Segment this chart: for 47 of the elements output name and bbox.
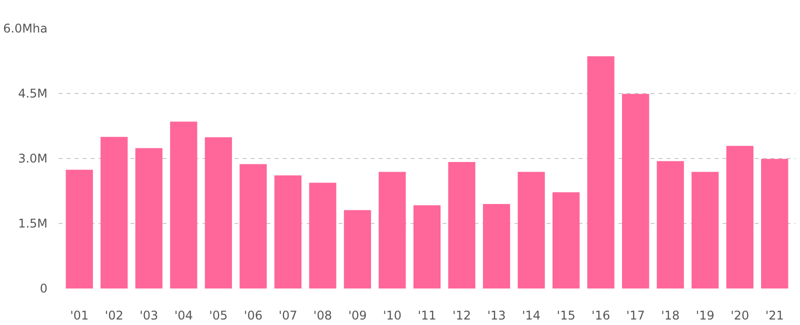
bar — [309, 182, 336, 288]
x-tick-label: '11 — [418, 308, 436, 322]
x-tick-label: '19 — [696, 308, 714, 322]
bar — [274, 175, 302, 288]
bar — [204, 137, 232, 288]
x-tick-label: '05 — [209, 308, 228, 322]
x-tick-label: '01 — [70, 308, 89, 322]
x-tick-label: '18 — [661, 308, 680, 322]
bar — [170, 122, 198, 288]
x-tick-label: '13 — [487, 308, 506, 322]
x-tick-label: '14 — [522, 308, 541, 322]
bar — [135, 148, 162, 288]
x-tick-label: '09 — [348, 308, 367, 322]
y-tick-label: 4.5M — [18, 86, 48, 100]
bar — [726, 146, 754, 288]
x-tick-label: '12 — [452, 308, 472, 322]
bar — [552, 192, 580, 288]
x-tick-label: '04 — [174, 308, 193, 322]
x-tick-label: '17 — [626, 308, 645, 322]
x-tick-label: '20 — [730, 308, 750, 322]
bar — [378, 172, 406, 288]
y-tick-label: 1.5M — [18, 216, 48, 230]
x-tick-label: '06 — [244, 308, 262, 322]
x-tick-label: '15 — [556, 308, 576, 322]
bar — [622, 94, 650, 288]
y-tick-label: 6.0Mha — [3, 22, 48, 36]
x-tick-label: '08 — [313, 308, 332, 322]
bar — [761, 158, 788, 288]
x-tick-label: '21 — [765, 308, 784, 322]
x-tick-label: '02 — [104, 308, 124, 322]
x-tick-label: '03 — [140, 308, 158, 322]
bar — [518, 172, 545, 288]
bar — [692, 172, 719, 288]
y-tick-label: 3.0M — [18, 152, 48, 166]
bar — [240, 164, 267, 288]
bar — [66, 170, 93, 288]
x-tick-label: '16 — [592, 308, 610, 322]
bar — [413, 205, 441, 288]
bar — [448, 162, 476, 288]
bar — [100, 136, 128, 288]
x-tick-label: '10 — [382, 308, 402, 322]
x-tick-label: '07 — [278, 308, 298, 322]
bar — [656, 161, 684, 288]
y-tick-label: 0 — [40, 282, 48, 296]
bar — [482, 204, 510, 288]
bar — [587, 56, 614, 288]
bar — [344, 210, 372, 288]
